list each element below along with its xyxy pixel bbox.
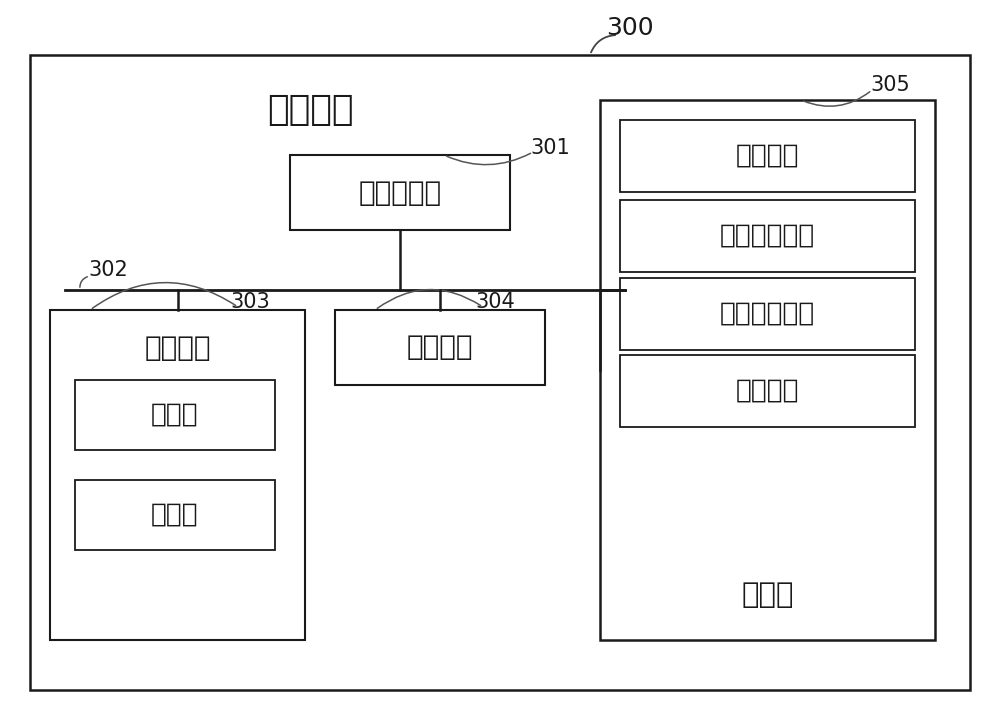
Text: 303: 303 [230,292,270,312]
Text: 301: 301 [530,138,570,158]
Text: 用户接口模块: 用户接口模块 [720,301,815,327]
Text: 显示屏: 显示屏 [151,502,199,528]
Text: 程序指令: 程序指令 [736,378,799,404]
Bar [75,480,275,550]
Text: 302: 302 [88,260,128,280]
Text: 操作系统: 操作系统 [736,143,799,169]
Bar [50,310,305,640]
Bar [335,310,545,385]
Text: 中央处理器: 中央处理器 [358,179,442,206]
Bar [75,380,275,450]
Text: 用户接口: 用户接口 [144,334,211,362]
Text: 300: 300 [606,16,654,40]
Text: 存储器: 存储器 [741,581,794,609]
Bar [620,278,915,350]
Bar [30,55,970,690]
Text: 摄像头: 摄像头 [151,402,199,428]
Text: 网络接口: 网络接口 [407,334,473,361]
Text: 304: 304 [475,292,515,312]
Text: 网络通信模块: 网络通信模块 [720,223,815,249]
Bar [620,200,915,272]
Bar [620,120,915,192]
Text: 305: 305 [870,75,910,95]
Bar [290,155,510,230]
Bar [620,355,915,427]
Bar [600,100,935,640]
Text: 电子设备: 电子设备 [267,93,353,127]
